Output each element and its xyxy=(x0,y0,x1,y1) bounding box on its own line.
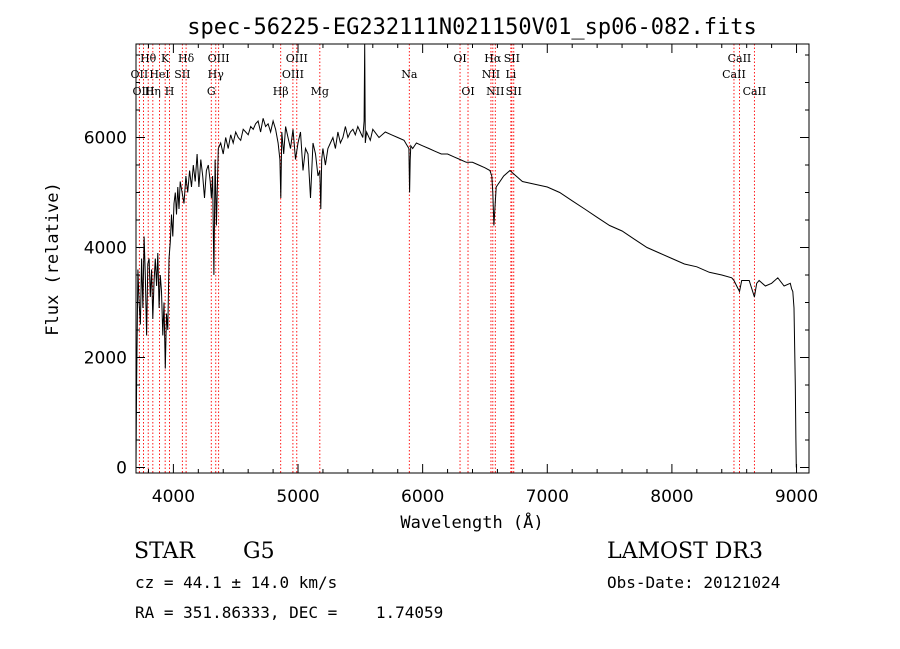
line-label: Hδ xyxy=(178,52,195,65)
line-label: OIII xyxy=(286,52,308,65)
line-label: Hθ xyxy=(140,52,157,65)
object-class: STAR xyxy=(134,539,195,564)
y-axis-label: Flux (relative) xyxy=(43,182,63,336)
x-tick-label: 9000 xyxy=(775,487,818,507)
line-label: Mg xyxy=(311,85,329,98)
x-tick-label: 6000 xyxy=(401,487,444,507)
line-label: SII xyxy=(504,52,520,65)
x-axis-ticks: 4000 5000 6000 7000 8000 9000 xyxy=(147,44,818,507)
y-axis-ticks: 0 2000 4000 6000 xyxy=(84,54,809,479)
object-subclass: G5 xyxy=(243,539,275,564)
line-label: Hα xyxy=(484,52,502,65)
line-label: OIII xyxy=(208,52,230,65)
x-tick-label: 5000 xyxy=(276,487,319,507)
line-label: Li xyxy=(505,68,516,81)
line-label: CaII xyxy=(743,85,767,98)
line-label: OII xyxy=(131,68,149,81)
line-label: Hβ xyxy=(273,85,289,98)
line-label: CaII xyxy=(728,52,752,65)
spectrum-line xyxy=(135,43,797,468)
line-label: Hγ xyxy=(208,68,225,81)
y-tick-label: 0 xyxy=(116,459,127,479)
line-label: OIII xyxy=(282,68,304,81)
observation-date: Obs-Date: 20121024 xyxy=(607,573,781,592)
chart-title: spec-56225-EG232111N021150V01_sp06-082.f… xyxy=(187,15,757,40)
line-label: HeI xyxy=(149,68,169,81)
x-tick-label: 4000 xyxy=(152,487,195,507)
redshift-velocity: cz = 44.1 ± 14.0 km/s xyxy=(135,573,338,592)
y-tick-label: 6000 xyxy=(84,129,127,149)
line-label: NII xyxy=(486,85,504,98)
y-tick-label: 4000 xyxy=(84,239,127,259)
x-tick-label: 7000 xyxy=(526,487,569,507)
line-label: K xyxy=(161,52,170,65)
line-label: Na xyxy=(401,68,418,81)
line-label: OI xyxy=(461,85,474,98)
line-label: OI xyxy=(453,52,466,65)
line-label: G xyxy=(207,85,216,98)
line-label: NII xyxy=(482,68,500,81)
y-tick-label: 2000 xyxy=(84,349,127,369)
x-tick-label: 8000 xyxy=(650,487,693,507)
line-label: CaII xyxy=(722,68,746,81)
line-label: H xyxy=(165,85,175,98)
line-label: Hη xyxy=(145,85,161,98)
line-markers xyxy=(138,44,755,473)
coordinates: RA = 351.86333, DEC = 1.74059 xyxy=(135,603,444,622)
plot-frame xyxy=(135,43,810,474)
survey-name: LAMOST DR3 xyxy=(607,539,763,564)
line-label: SII xyxy=(174,68,190,81)
x-axis-label: Wavelength (Å) xyxy=(400,511,543,533)
line-label: OIII xyxy=(132,85,154,98)
line-label: SII xyxy=(506,85,522,98)
